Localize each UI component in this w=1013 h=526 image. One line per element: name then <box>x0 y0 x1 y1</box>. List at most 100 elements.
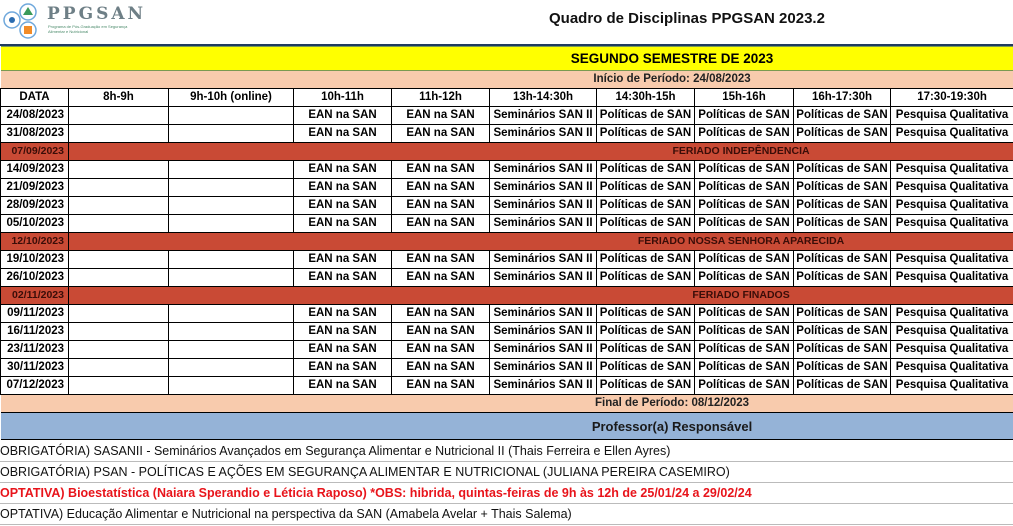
column-header: 17:30-19:30h <box>889 88 1013 107</box>
column-header: 11h-12h <box>391 88 490 107</box>
schedule-cell: Políticas de SAN <box>694 160 794 179</box>
schedule-cell: Seminários SAN II <box>489 124 597 143</box>
table-row: 09/11/2023 EAN na SAN EAN na SAN Seminários… <box>0 304 1013 323</box>
date-cell: 28/09/2023 <box>0 196 69 215</box>
schedule-cell: Políticas de SAN <box>694 106 794 125</box>
schedule-cell <box>68 304 169 323</box>
schedule-cell: Seminários SAN II <box>489 250 597 269</box>
schedule-cell: Políticas de SAN <box>596 376 695 395</box>
schedule-cell: Seminários SAN II <box>489 268 597 287</box>
schedule-cell: Pesquisa Qualitativa <box>889 214 1013 233</box>
schedule-cell: Políticas de SAN <box>596 160 695 179</box>
course-note: OBRIGATÓRIA) SASANII - Seminários Avança… <box>0 441 1013 462</box>
schedule-cell: Políticas de SAN <box>694 268 794 287</box>
table-row: 23/11/2023 EAN na SAN EAN na SAN Seminários… <box>0 340 1013 359</box>
schedule-cell: EAN na SAN <box>293 160 392 179</box>
semester-title: SEGUNDO SEMESTRE DE 2023 <box>0 46 1013 71</box>
date-cell: 09/11/2023 <box>0 304 69 323</box>
holiday-label: FERIADO NOSSA SENHORA APARECIDA <box>67 232 1013 251</box>
semester-title-row: SEGUNDO SEMESTRE DE 2023 <box>0 46 1013 71</box>
date-cell: 30/11/2023 <box>0 358 69 377</box>
schedule-cell: Políticas de SAN <box>793 358 891 377</box>
schedule-table: SEGUNDO SEMESTRE DE 2023 Início de Perío… <box>0 46 1013 440</box>
schedule-cell <box>168 340 294 359</box>
date-cell: 19/10/2023 <box>0 250 69 269</box>
schedule-cell: Políticas de SAN <box>596 340 695 359</box>
schedule-cell: EAN na SAN <box>391 358 490 377</box>
schedule-cell: EAN na SAN <box>391 250 490 269</box>
column-header: 14:30h-15h <box>596 88 695 107</box>
schedule-cell <box>168 268 294 287</box>
schedule-cell: Políticas de SAN <box>596 358 695 377</box>
schedule-cell <box>68 250 169 269</box>
schedule-cell: Políticas de SAN <box>596 196 695 215</box>
date-cell: 21/09/2023 <box>0 178 69 197</box>
course-note: OBRIGATÓRIA) PSAN - POLÍTICAS E AÇÕES EM… <box>0 462 1013 483</box>
schedule-cell: Seminários SAN II <box>489 106 597 125</box>
date-cell: 14/09/2023 <box>0 160 69 179</box>
schedule-cell: Políticas de SAN <box>793 214 891 233</box>
schedule-cell <box>168 124 294 143</box>
schedule-cell: Políticas de SAN <box>694 376 794 395</box>
schedule-cell: Pesquisa Qualitativa <box>889 196 1013 215</box>
schedule-cell: Políticas de SAN <box>793 340 891 359</box>
schedule-cell: Políticas de SAN <box>596 304 695 323</box>
schedule-cell <box>68 358 169 377</box>
schedule-cell: Políticas de SAN <box>793 196 891 215</box>
schedule-cell: EAN na SAN <box>293 178 392 197</box>
schedule-cell: Pesquisa Qualitativa <box>889 106 1013 125</box>
schedule-cell: EAN na SAN <box>293 340 392 359</box>
schedule-cell <box>168 106 294 125</box>
schedule-cell: Políticas de SAN <box>694 358 794 377</box>
schedule-cell: EAN na SAN <box>391 124 490 143</box>
schedule-cell <box>168 376 294 395</box>
schedule-cell: Pesquisa Qualitativa <box>889 160 1013 179</box>
schedule-cell: Políticas de SAN <box>694 196 794 215</box>
course-notes: OBRIGATÓRIA) SASANII - Seminários Avança… <box>0 441 1013 525</box>
column-header: DATA <box>0 88 69 107</box>
schedule-cell: Políticas de SAN <box>694 178 794 197</box>
period-end-row: Final de Período: 08/12/2023 <box>0 394 1013 413</box>
ppgsan-logo: PPGSAN Programa de Pós-Graduação em Segu… <box>2 2 143 42</box>
professor-header: Professor(a) Responsável <box>0 412 1013 440</box>
schedule-cell: Seminários SAN II <box>489 304 597 323</box>
schedule-cell <box>68 376 169 395</box>
table-row: 14/09/2023 EAN na SAN EAN na SAN Seminários… <box>0 160 1013 179</box>
period-end: Final de Período: 08/12/2023 <box>0 394 1013 413</box>
date-cell: 24/08/2023 <box>0 106 69 125</box>
table-row: 24/08/2023 EAN na SAN EAN na SAN Seminários… <box>0 106 1013 125</box>
schedule-cell <box>68 106 169 125</box>
schedule-cell: Políticas de SAN <box>596 124 695 143</box>
schedule-cell <box>68 214 169 233</box>
schedule-cell <box>168 178 294 197</box>
schedule-cell: EAN na SAN <box>391 304 490 323</box>
schedule-cell: Políticas de SAN <box>694 214 794 233</box>
schedule-cell: Políticas de SAN <box>596 178 695 197</box>
schedule-cell: Políticas de SAN <box>694 340 794 359</box>
schedule-cell: EAN na SAN <box>391 322 490 341</box>
schedule-cell: EAN na SAN <box>293 268 392 287</box>
schedule-cell: EAN na SAN <box>293 196 392 215</box>
schedule-cell: Pesquisa Qualitativa <box>889 322 1013 341</box>
schedule-cell: Pesquisa Qualitativa <box>889 304 1013 323</box>
date-cell: 23/11/2023 <box>0 340 69 359</box>
schedule-cell: EAN na SAN <box>391 160 490 179</box>
schedule-cell: EAN na SAN <box>293 322 392 341</box>
schedule-cell <box>168 304 294 323</box>
schedule-cell: EAN na SAN <box>293 376 392 395</box>
schedule-cell: Políticas de SAN <box>694 250 794 269</box>
schedule-cell: EAN na SAN <box>293 358 392 377</box>
holiday-row: 12/10/2023 FERIADO NOSSA SENHORA APARECID… <box>0 232 1013 251</box>
schedule-cell: Seminários SAN II <box>489 358 597 377</box>
schedule-cell <box>68 268 169 287</box>
schedule-cell: Políticas de SAN <box>596 214 695 233</box>
schedule-cell: Políticas de SAN <box>694 124 794 143</box>
schedule-cell <box>68 340 169 359</box>
table-row: 07/12/2023 EAN na SAN EAN na SAN Seminários… <box>0 376 1013 395</box>
schedule-cell: Políticas de SAN <box>596 268 695 287</box>
schedule-cell <box>168 160 294 179</box>
schedule-cell: Políticas de SAN <box>793 376 891 395</box>
schedule-cell: Pesquisa Qualitativa <box>889 250 1013 269</box>
schedule-cell: Políticas de SAN <box>793 124 891 143</box>
table-row: 19/10/2023 EAN na SAN EAN na SAN Seminários… <box>0 250 1013 269</box>
